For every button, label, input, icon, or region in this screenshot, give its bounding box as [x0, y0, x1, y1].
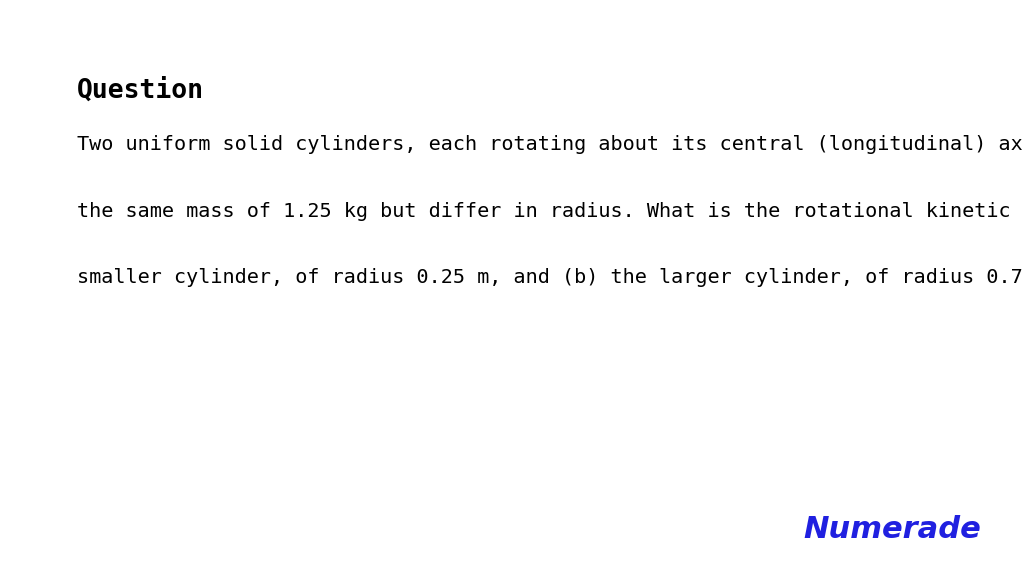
- Text: Two uniform solid cylinders, each rotating about its central (longitudinal) axis: Two uniform solid cylinders, each rotati…: [77, 135, 1024, 154]
- Text: Question: Question: [77, 78, 204, 104]
- Text: smaller cylinder, of radius 0.25 m, and (b) the larger cylinder, of radius 0.75 : smaller cylinder, of radius 0.25 m, and …: [77, 268, 1024, 287]
- Text: the same mass of 1.25 kg but differ in radius. What is the rotational kinetic en: the same mass of 1.25 kg but differ in r…: [77, 202, 1024, 221]
- Text: Numerade: Numerade: [803, 516, 981, 544]
